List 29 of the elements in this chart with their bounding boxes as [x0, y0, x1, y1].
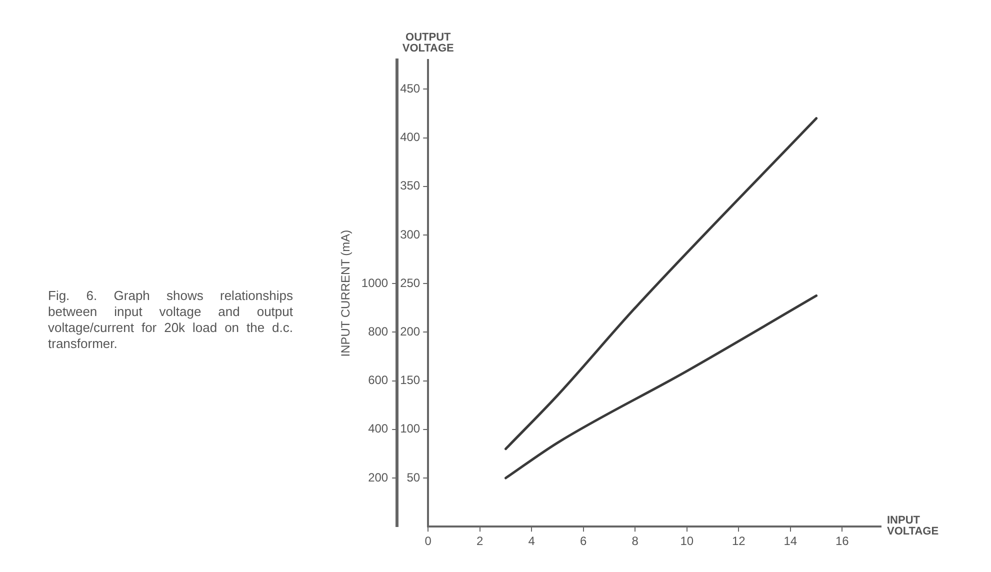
y-axis-title: OUTPUT VOLTAGE — [402, 32, 454, 55]
x-tick-label: 6 — [580, 534, 588, 548]
y-tick-label: 350 — [400, 178, 420, 193]
y-tick-label: 300 — [400, 227, 420, 242]
x-tick-label: 12 — [732, 534, 746, 548]
y2-tick-label: 600 — [368, 373, 388, 388]
y-tick-label: 250 — [400, 276, 420, 290]
y-tick-label: 450 — [400, 81, 420, 96]
y2-tick-label: 800 — [368, 324, 388, 338]
y-tick-label: 200 — [400, 324, 420, 338]
y2-tick-label: 200 — [368, 470, 388, 484]
x-tick-label: 10 — [680, 534, 694, 548]
caption: Fig. 6. Graph shows relationships between input voltage and output voltage/current for 20k load on the d.c. transformer. — [48, 288, 293, 352]
y-tick-label: 100 — [400, 422, 420, 436]
y2-tick-label: 1000 — [361, 276, 388, 290]
y-tick-label: 150 — [400, 373, 420, 388]
y-tick-label: 400 — [400, 130, 420, 144]
x-tick-label: 8 — [632, 534, 639, 548]
x-axis-title: INPUT VOLTAGE — [887, 514, 939, 538]
x-tick-label: 0 — [424, 534, 432, 548]
x-tick-label: 14 — [784, 534, 798, 548]
y-tick-label: 50 — [406, 470, 420, 484]
x-tick-label: 16 — [836, 534, 850, 548]
line-series — [504, 294, 818, 480]
line-series — [504, 117, 818, 450]
y2-tick-label: 400 — [368, 422, 388, 436]
y2-axis-title: INPUT CURRENT (mA) — [338, 230, 353, 357]
x-tick-label: 4 — [528, 534, 536, 548]
x-tick-label: 2 — [476, 534, 484, 548]
